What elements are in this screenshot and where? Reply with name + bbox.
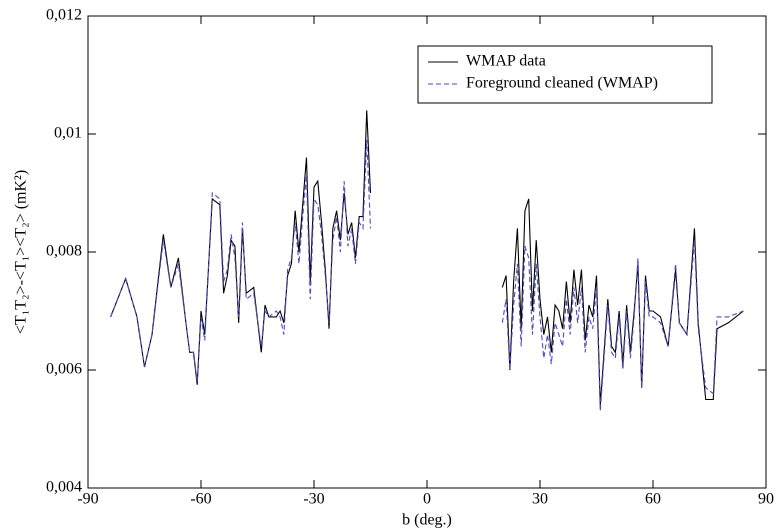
y-tick-label: 0,008 — [46, 243, 82, 260]
x-tick-label: -60 — [190, 491, 211, 508]
series-line — [110, 139, 744, 412]
y-tick-label: 0,004 — [46, 479, 82, 496]
x-tick-label: 90 — [758, 491, 774, 508]
legend-box — [417, 45, 713, 104]
x-tick-label: -90 — [77, 491, 98, 508]
y-tick-label: 0,01 — [54, 125, 82, 142]
y-tick-label: 0,012 — [46, 7, 82, 24]
x-tick-label: 60 — [645, 491, 661, 508]
x-tick-label: 0 — [423, 491, 431, 508]
x-axis-label: b (deg.) — [402, 512, 452, 529]
series-line — [110, 110, 744, 406]
x-tick-label: 30 — [532, 491, 548, 508]
legend-label: Foreground cleaned (WMAP) — [466, 75, 658, 92]
y-axis-label: <T₁T₂>-<T₁><T₂> (mK²) — [13, 170, 30, 334]
legend-label: WMAP data — [466, 53, 546, 70]
y-tick-label: 0,006 — [46, 361, 82, 378]
x-tick-label: -30 — [303, 491, 324, 508]
